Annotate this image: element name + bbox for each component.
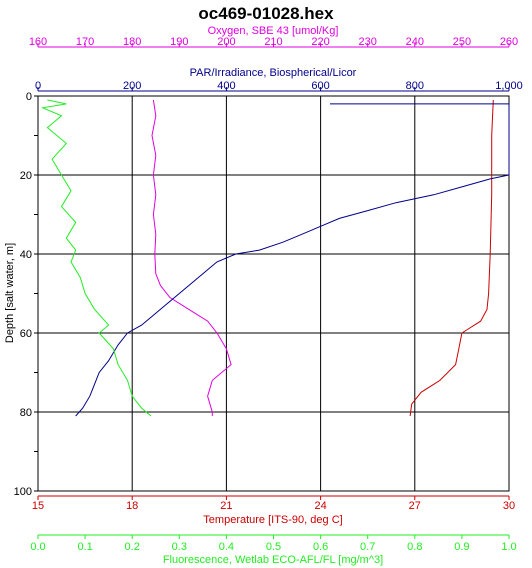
depth-tick-label: 100 [14,486,32,498]
oxygen-tick-label: 190 [170,36,188,48]
fluorescence-tick-label: 0.3 [172,541,187,553]
fluorescence-tick-label: 0.2 [125,541,140,553]
plot-frame [37,95,510,492]
par-tick-label: 600 [311,80,329,92]
depth-axis: 0 20 40 60 80 100 [14,91,38,498]
par-axis-label: PAR/Irradiance, Biospherical/Licor [190,67,357,79]
oxygen-tick-label: 260 [500,36,518,48]
par-axis: 0 200 400 600 800 1,000 [35,80,523,92]
par-tick-label: 1,000 [495,80,523,92]
depth-tick-label: 20 [20,170,32,182]
fluorescence-axis: 0.0 0.1 0.2 0.3 0.4 0.5 0.6 0.7 0.8 0.9 1.0 [30,534,517,553]
oxygen-axis-label: Oxygen, SBE 43 [umol/Kg] [208,25,339,37]
grid-lines [38,96,509,491]
temperature-axis-label: Temperature [ITS-90, deg C] [203,514,342,526]
fluorescence-tick-label: 0.4 [219,541,234,553]
temperature-tick-label: 15 [32,500,44,512]
temperature-tick-label: 30 [503,500,515,512]
depth-tick-label: 80 [20,407,32,419]
oxygen-profile-line [151,99,232,416]
temperature-tick-label: 18 [126,500,138,512]
oxygen-tick-label: 200 [217,36,235,48]
par-tick-label: 0 [35,80,41,92]
depth-tick-label: 0 [26,91,32,103]
fluorescence-tick-label: 0.8 [407,541,422,553]
temperature-axis: 15 18 21 24 27 30 [32,495,515,512]
depth-axis-label: Depth [salt water, m] [4,243,16,343]
depth-tick-label: 60 [20,328,32,340]
par-profile-line [75,103,510,417]
data-series [40,99,510,417]
oxygen-tick-label: 180 [123,36,141,48]
fluorescence-tick-label: 0.6 [313,541,328,553]
temperature-tick-label: 24 [314,500,326,512]
par-tick-label: 800 [406,80,424,92]
par-tick-label: 200 [123,80,141,92]
oxygen-tick-label: 160 [29,36,47,48]
fluorescence-tick-label: 0.5 [266,541,281,553]
fluorescence-axis-label: Fluorescence, Wetlab ECO-AFL/FL [mg/m^3] [163,554,383,566]
temperature-tick-label: 21 [220,500,232,512]
oxygen-tick-label: 220 [311,36,329,48]
oxygen-axis: 160 170 180 190 200 210 220 230 240 250 260 [29,36,518,48]
temperature-profile-line [409,99,494,417]
fluorescence-tick-label: 0.1 [77,541,92,553]
oxygen-tick-label: 250 [453,36,471,48]
par-tick-label: 400 [217,80,235,92]
temperature-tick-label: 27 [409,500,421,512]
oxygen-tick-label: 210 [264,36,282,48]
fluorescence-tick-label: 0.0 [30,541,45,553]
oxygen-tick-label: 230 [359,36,377,48]
fluorescence-profile-line [40,99,152,417]
chart-title: oc469-01028.hex [198,4,334,23]
oxygen-tick-label: 170 [76,36,94,48]
fluorescence-tick-label: 1.0 [501,541,516,553]
fluorescence-tick-label: 0.9 [454,541,469,553]
depth-tick-label: 40 [20,249,32,261]
oxygen-tick-label: 240 [406,36,424,48]
fluorescence-tick-label: 0.7 [360,541,375,553]
